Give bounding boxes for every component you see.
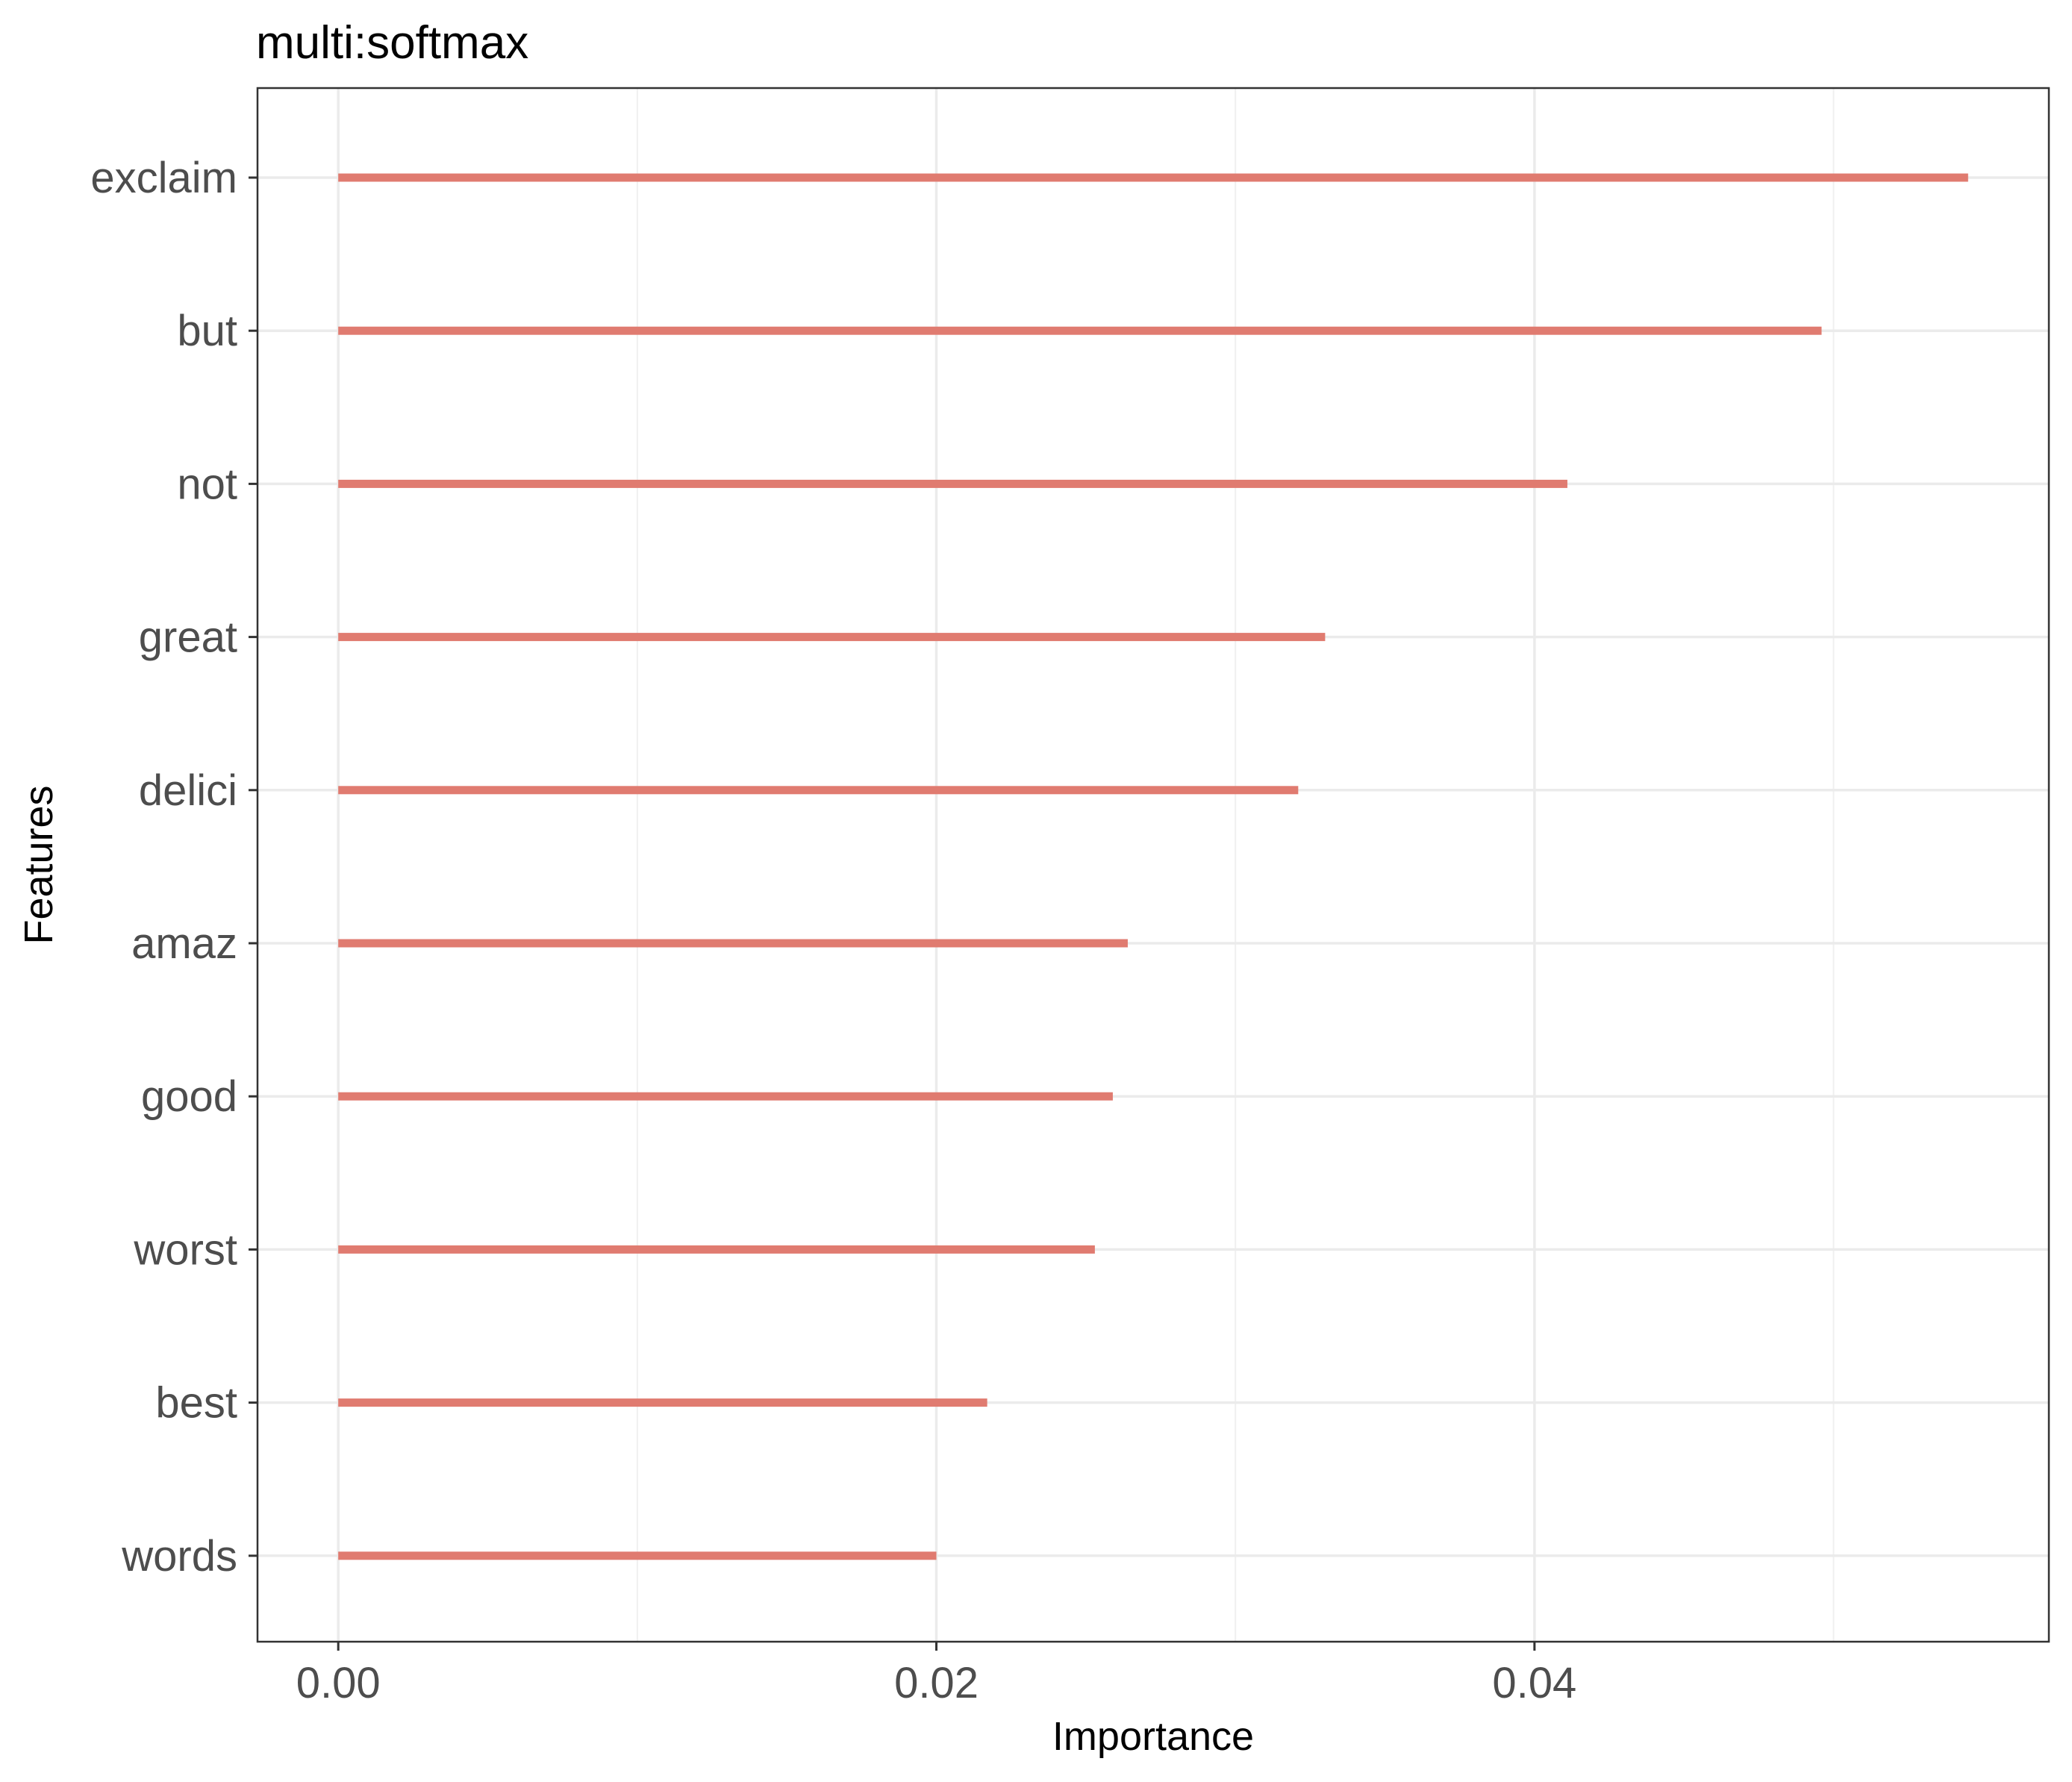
bar-words <box>338 1551 937 1560</box>
y-tick-label: worst <box>133 1225 237 1274</box>
bar-great <box>338 633 1326 642</box>
y-tick-label: best <box>155 1379 237 1428</box>
panel-background <box>258 88 2049 1642</box>
bar-worst <box>338 1245 1095 1254</box>
y-tick-label: words <box>121 1532 237 1581</box>
x-axis: 0.00 0.02 0.04 <box>296 1642 1576 1707</box>
y-tick-label: good <box>141 1072 237 1121</box>
bar-but <box>338 326 1822 335</box>
y-tick-label: not <box>177 460 237 508</box>
y-tick-label: exclaim <box>90 154 237 202</box>
bar-not <box>338 479 1567 488</box>
panel-border <box>256 87 2050 1643</box>
bar-good <box>338 1092 1113 1101</box>
bars <box>338 173 1968 1560</box>
x-tick-label: 0.02 <box>894 1659 979 1707</box>
x-axis-title: Importance <box>1052 1714 1254 1759</box>
y-tick-label: great <box>139 613 237 662</box>
y-tick-label: but <box>177 307 237 355</box>
y-axis: exclaim but not great delici amaz good worst bes… <box>90 154 258 1581</box>
y-axis-title: Features <box>16 785 61 944</box>
bar-exclaim <box>338 173 1968 182</box>
chart-title: multi:softmax <box>256 17 528 69</box>
bar-best <box>338 1398 987 1407</box>
bar-amaz <box>338 939 1128 948</box>
x-tick-label: 0.04 <box>1492 1659 1576 1707</box>
y-tick-label: delici <box>139 766 237 815</box>
x-tick-label: 0.00 <box>296 1659 381 1707</box>
y-tick-label: amaz <box>131 919 237 968</box>
bar-delici <box>338 786 1299 795</box>
